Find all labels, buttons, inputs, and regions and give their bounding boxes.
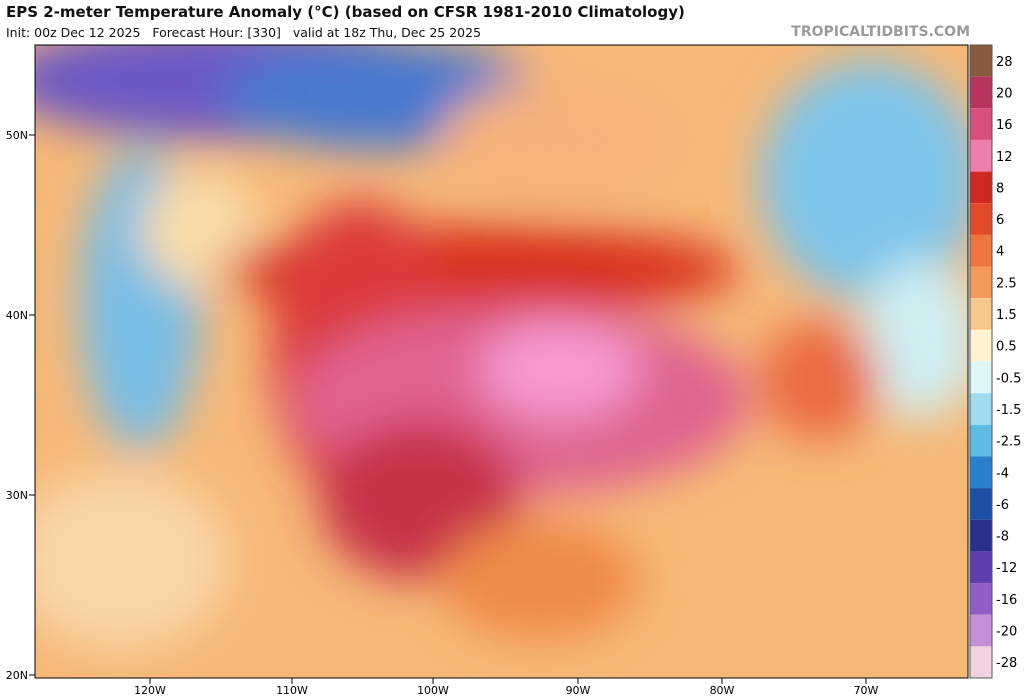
colorbar-swatch <box>970 139 992 172</box>
colorbar-label: 6 <box>996 213 1004 228</box>
colorbar-swatch <box>970 45 992 77</box>
colorbar-label: 28 <box>996 55 1013 70</box>
colorbar-label: 16 <box>996 118 1013 133</box>
lon-label: 80W <box>710 684 735 696</box>
lon-label: 90W <box>566 684 591 696</box>
colorbar-label: -12 <box>996 561 1017 576</box>
colorbar-swatch <box>970 614 992 647</box>
anomaly-field <box>35 45 968 678</box>
colorbar-label: -20 <box>996 625 1017 640</box>
colorbar-label: -4 <box>996 466 1009 481</box>
colorbar-swatch <box>970 583 992 615</box>
colorbar-swatch <box>970 646 992 678</box>
lon-label: 110W <box>276 684 308 696</box>
colorbar-label: 1.5 <box>996 308 1017 323</box>
colorbar-label: 12 <box>996 150 1013 165</box>
colorbar-swatch <box>970 298 992 330</box>
colorbar-swatch <box>970 76 992 109</box>
lon-label: 100W <box>417 684 449 696</box>
colorbar-swatch <box>970 456 992 489</box>
colorbar-swatch <box>970 203 992 235</box>
colorbar-swatch <box>970 393 992 425</box>
watermark: TROPICALTIDBITS.COM <box>791 24 970 40</box>
colorbar-label: -2.5 <box>996 435 1021 450</box>
colorbar-label: -0.5 <box>996 371 1021 386</box>
lat-label: 20N <box>6 669 28 682</box>
colorbar-swatch <box>970 108 992 140</box>
lat-label: 30N <box>6 489 28 502</box>
lat-label: 50N <box>6 129 28 142</box>
colorbar-swatch <box>970 329 992 362</box>
colorbar-swatch <box>970 488 992 520</box>
colorbar-swatch <box>970 551 992 584</box>
colorbar-label: -1.5 <box>996 403 1021 418</box>
lat-label: 40N <box>6 309 28 322</box>
colorbar-label: -8 <box>996 530 1009 545</box>
colorbar-swatch <box>970 234 992 267</box>
colorbar-label: -16 <box>996 593 1017 608</box>
colorbar-label: 4 <box>996 245 1004 260</box>
colorbar-label: 20 <box>996 86 1013 101</box>
colorbar-swatch <box>970 266 992 299</box>
map-title: EPS 2-meter Temperature Anomaly (°C) (ba… <box>6 3 685 21</box>
lon-label: 120W <box>134 684 166 696</box>
map-subtitle: Init: 00z Dec 12 2025 Forecast Hour: [33… <box>6 25 482 40</box>
colorbar-frame <box>969 44 993 679</box>
colorbar-label: -6 <box>996 498 1009 513</box>
colorbar-label: -28 <box>996 656 1017 671</box>
colorbar-label: 0.5 <box>996 340 1017 355</box>
lon-label: 70W <box>854 684 879 696</box>
colorbar-swatch <box>970 171 992 204</box>
colorbar-swatch <box>970 519 992 552</box>
map-frame <box>34 44 969 679</box>
colorbar-swatch <box>970 424 992 457</box>
colorbar-label: 8 <box>996 181 1004 196</box>
colorbar-label: 2.5 <box>996 276 1017 291</box>
colorbar-swatch <box>970 361 992 394</box>
